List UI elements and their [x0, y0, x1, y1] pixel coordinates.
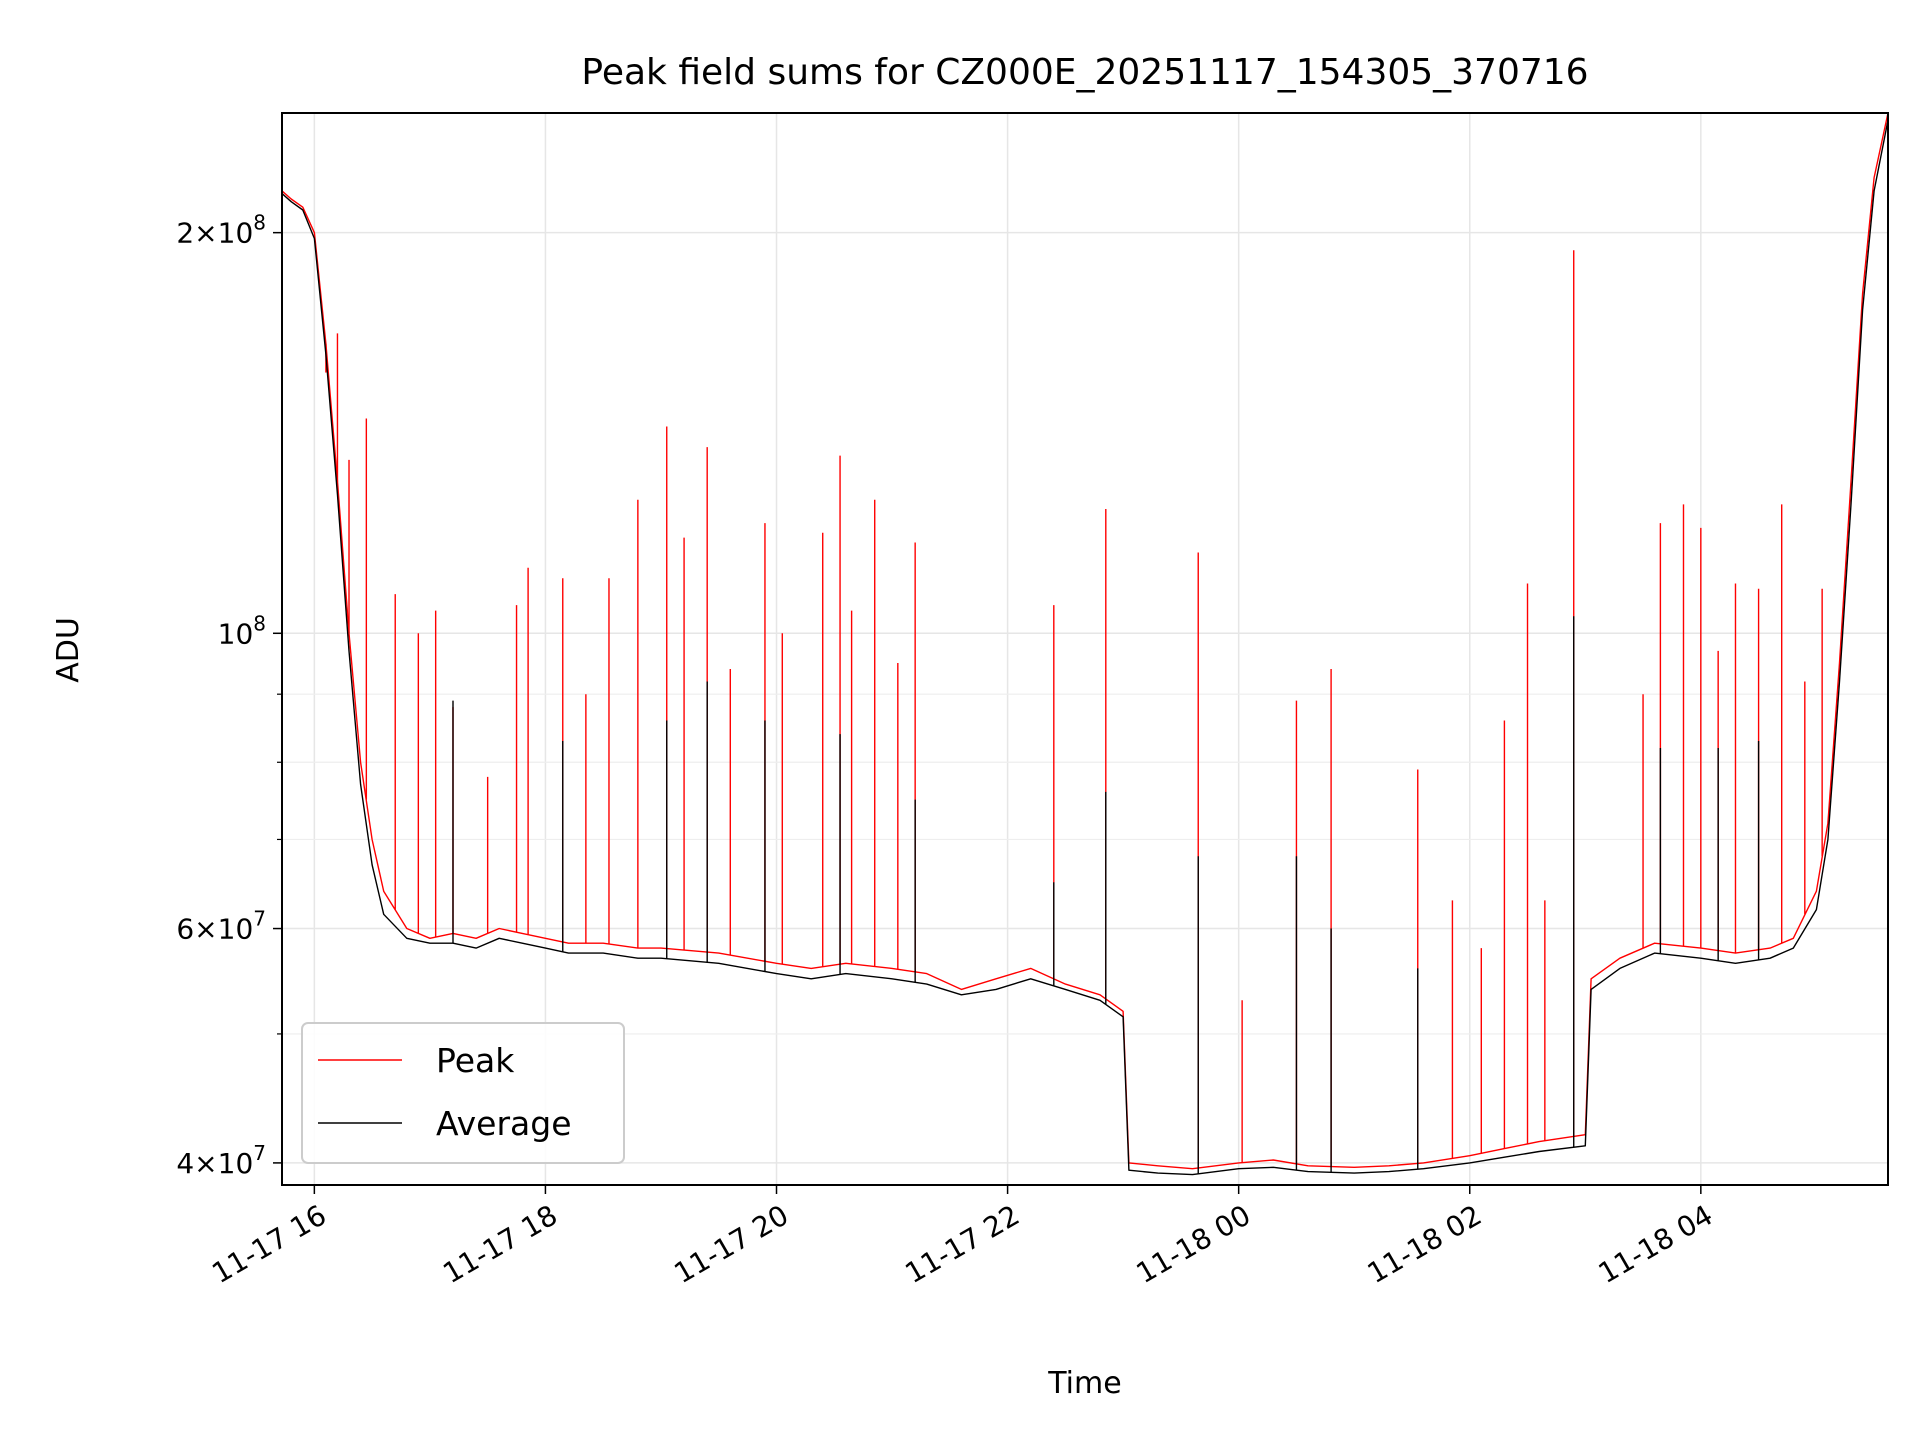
legend: Peak Average [301, 1022, 625, 1164]
series-line [282, 113, 1888, 1170]
plot-frame [281, 112, 1889, 1186]
legend-label-average: Average [436, 1104, 572, 1143]
y-axis-label: ADU [51, 617, 86, 683]
y-tick-label: 4×107 [176, 1141, 266, 1180]
series-average [282, 119, 1888, 1176]
chart-title: Peak field sums for CZ000E_20251117_1543… [581, 52, 1588, 93]
y-tick-label: 2×108 [176, 211, 266, 250]
legend-box [301, 1022, 625, 1164]
x-axis-label: Time [1047, 1366, 1121, 1401]
y-axis: 4×107 6×107 108 2×108 [176, 211, 282, 1180]
legend-label-peak: Peak [436, 1041, 515, 1080]
y-tick-label: 108 [218, 611, 266, 650]
plot-area [282, 113, 1888, 1176]
series-line [282, 119, 1888, 1176]
y-tick-label: 6×107 [176, 907, 266, 946]
